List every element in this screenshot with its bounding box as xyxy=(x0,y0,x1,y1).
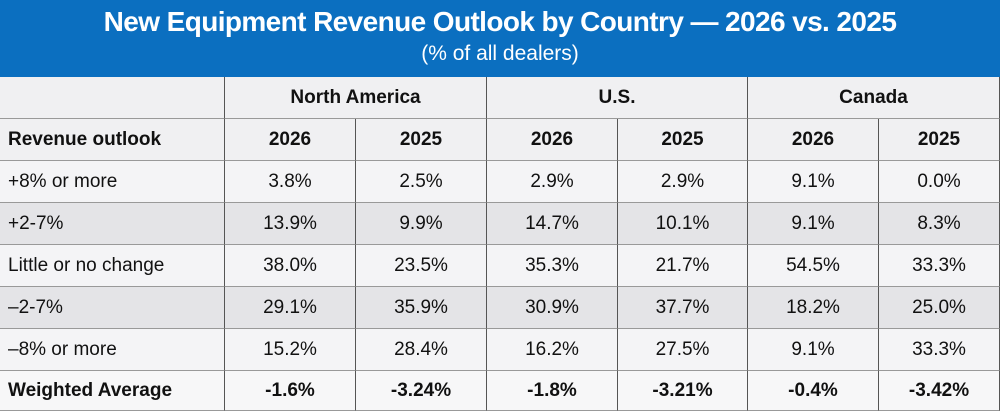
table-cell: -3.21% xyxy=(618,371,748,411)
group-header: U.S. xyxy=(487,77,748,119)
row-label: –2-7% xyxy=(0,287,225,329)
table-cell: 15.2% xyxy=(225,329,356,371)
table: North America U.S. Canada Revenue outlook 20… xyxy=(0,77,1000,411)
table-cell: -1.6% xyxy=(225,371,356,411)
column-header: 2025 xyxy=(879,119,1000,161)
table-cell: -3.42% xyxy=(879,371,1000,411)
row-label: Weighted Average xyxy=(0,371,225,411)
table-cell: 0.0% xyxy=(879,161,1000,203)
title: New Equipment Revenue Outlook by Country… xyxy=(103,6,897,37)
table-cell: 9.1% xyxy=(748,329,879,371)
table-cell: 35.9% xyxy=(356,287,487,329)
table-cell: 35.3% xyxy=(487,245,618,287)
table-cell: -0.4% xyxy=(748,371,879,411)
table-cell: 23.5% xyxy=(356,245,487,287)
corner-cell xyxy=(0,77,225,119)
table-cell: 28.4% xyxy=(356,329,487,371)
column-header: 2025 xyxy=(356,119,487,161)
column-header: 2025 xyxy=(618,119,748,161)
row-label: –8% or more xyxy=(0,329,225,371)
table-cell: 9.1% xyxy=(748,161,879,203)
table-cell: 33.3% xyxy=(879,329,1000,371)
table-cell: 30.9% xyxy=(487,287,618,329)
table-cell: 2.5% xyxy=(356,161,487,203)
column-header: Revenue outlook xyxy=(0,119,225,161)
column-header: 2026 xyxy=(487,119,618,161)
table-cell: 33.3% xyxy=(879,245,1000,287)
table-cell: 9.1% xyxy=(748,203,879,245)
table-cell: 54.5% xyxy=(748,245,879,287)
table-cell: 27.5% xyxy=(618,329,748,371)
banner: New Equipment Revenue Outlook by Country… xyxy=(0,0,1000,77)
column-header: 2026 xyxy=(748,119,879,161)
column-header: 2026 xyxy=(225,119,356,161)
table-cell: 2.9% xyxy=(487,161,618,203)
table-cell: -3.24% xyxy=(356,371,487,411)
table-cell: 8.3% xyxy=(879,203,1000,245)
table-cell: 14.7% xyxy=(487,203,618,245)
group-header: Canada xyxy=(748,77,1000,119)
group-header: North America xyxy=(225,77,487,119)
table-cell: 38.0% xyxy=(225,245,356,287)
table-cell: -1.8% xyxy=(487,371,618,411)
table-cell: 21.7% xyxy=(618,245,748,287)
row-label: +2-7% xyxy=(0,203,225,245)
table-cell: 25.0% xyxy=(879,287,1000,329)
table-cell: 3.8% xyxy=(225,161,356,203)
subtitle: (% of all dealers) xyxy=(421,42,579,65)
table-cell: 29.1% xyxy=(225,287,356,329)
row-label: Little or no change xyxy=(0,245,225,287)
table-cell: 37.7% xyxy=(618,287,748,329)
table-cell: 16.2% xyxy=(487,329,618,371)
table-cell: 18.2% xyxy=(748,287,879,329)
row-label: +8% or more xyxy=(0,161,225,203)
table-cell: 9.9% xyxy=(356,203,487,245)
table-cell: 10.1% xyxy=(618,203,748,245)
table-cell: 13.9% xyxy=(225,203,356,245)
table-cell: 2.9% xyxy=(618,161,748,203)
